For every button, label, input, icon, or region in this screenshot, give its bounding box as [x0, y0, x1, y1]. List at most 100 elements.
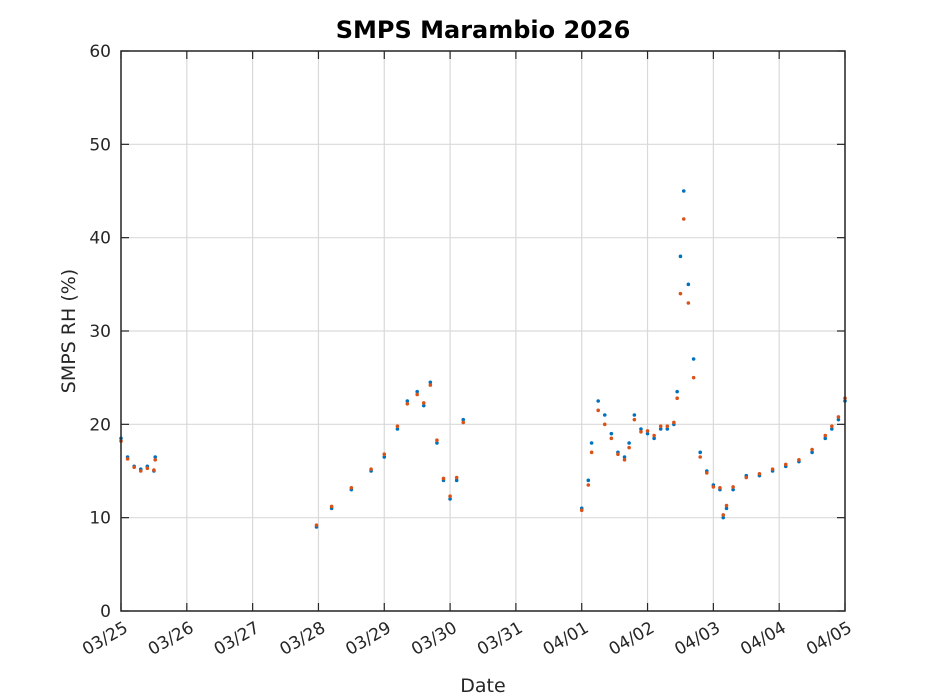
data-point — [421, 401, 426, 405]
data-point — [461, 417, 466, 422]
data-point — [382, 452, 387, 457]
chart-title: SMPS Marambio 2026 — [336, 16, 631, 44]
data-point — [686, 301, 691, 305]
data-point — [658, 427, 663, 431]
data-point — [586, 483, 591, 487]
series-1 — [119, 189, 847, 529]
data-point — [678, 254, 683, 259]
data-point — [823, 436, 828, 441]
data-point — [639, 430, 643, 434]
data-point — [645, 429, 650, 433]
data-point — [836, 417, 841, 422]
y-axis-label: SMPS RH (%) — [58, 269, 80, 393]
data-point — [586, 478, 591, 483]
data-point — [686, 282, 691, 287]
data-point — [721, 513, 726, 517]
y-tick-label: 10 — [89, 509, 111, 529]
data-point — [349, 486, 354, 490]
data-point — [428, 383, 433, 387]
data-point — [681, 217, 686, 221]
data-point — [616, 452, 620, 457]
data-point — [153, 455, 158, 459]
data-point — [622, 458, 627, 462]
data-point — [681, 189, 686, 193]
data-point — [718, 486, 722, 490]
data-point — [783, 462, 788, 467]
data-point — [454, 475, 459, 480]
data-point — [395, 427, 400, 431]
data-point — [830, 427, 834, 431]
data-point — [797, 458, 801, 462]
data-point — [632, 417, 637, 422]
data-point — [609, 431, 614, 436]
data-point — [596, 408, 600, 413]
data-point — [369, 467, 373, 471]
data-point — [810, 450, 814, 455]
data-point — [145, 466, 150, 471]
data-point — [329, 504, 334, 509]
data-point — [627, 445, 631, 450]
data-point — [589, 450, 594, 455]
data-point — [441, 476, 446, 481]
data-point — [415, 389, 419, 394]
data-point — [602, 413, 607, 417]
tick-marks — [120, 50, 846, 612]
data-point — [757, 472, 762, 476]
y-tick-label: 40 — [89, 229, 111, 249]
data-point — [314, 523, 319, 527]
data-point — [665, 424, 670, 429]
data-point — [461, 420, 466, 425]
data-point — [421, 403, 426, 408]
data-point — [622, 455, 627, 459]
data-point — [579, 508, 584, 512]
data-point — [744, 475, 749, 480]
data-point — [125, 457, 130, 461]
data-point — [152, 468, 156, 472]
data-point — [721, 515, 726, 520]
data-point — [645, 431, 650, 436]
x-axis-label: Date — [460, 675, 505, 697]
data-point — [153, 458, 158, 462]
data-point — [658, 424, 663, 429]
data-point — [435, 438, 439, 443]
data-point — [691, 357, 696, 361]
data-point — [836, 415, 841, 419]
data-point — [639, 427, 643, 431]
data-point — [678, 291, 683, 296]
data-point — [138, 469, 143, 473]
data-point — [602, 422, 607, 427]
data-point — [672, 420, 676, 425]
data-point — [132, 465, 136, 470]
y-tick-label: 50 — [89, 135, 111, 155]
y-tick-label: 30 — [89, 322, 111, 342]
data-point — [704, 471, 709, 475]
data-point — [731, 485, 735, 489]
data-point — [698, 450, 702, 455]
data-point — [652, 433, 656, 438]
data-point — [632, 413, 637, 417]
data-point — [589, 441, 594, 445]
data-point — [698, 455, 702, 459]
data-point — [454, 478, 459, 483]
data-point — [770, 467, 775, 471]
data-point — [675, 396, 679, 401]
data-point — [448, 494, 452, 499]
y-tick-label: 60 — [89, 42, 111, 62]
data-point — [627, 441, 631, 445]
data-point — [823, 433, 828, 438]
data-point — [405, 399, 410, 403]
y-tick-label: 0 — [100, 602, 111, 622]
data-point — [652, 436, 656, 441]
data-point — [691, 375, 696, 380]
data-point — [405, 402, 410, 406]
data-point — [609, 436, 614, 441]
y-tick-label: 20 — [89, 415, 111, 435]
data-point — [415, 392, 419, 397]
data-point — [428, 380, 433, 385]
data-point — [810, 447, 814, 452]
data-point — [395, 424, 400, 429]
data-point — [448, 497, 452, 501]
data-point — [724, 503, 729, 508]
